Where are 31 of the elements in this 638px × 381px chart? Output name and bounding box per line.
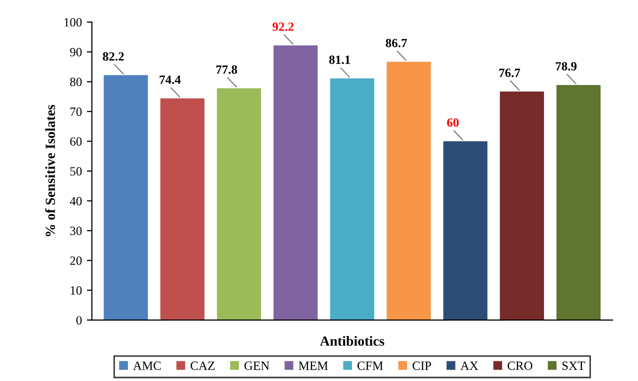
legend-label: CRO <box>508 362 532 370</box>
data-label: 60 <box>447 118 459 127</box>
legend-label: GEN <box>244 362 270 370</box>
data-label: 86.7 <box>386 38 407 48</box>
legend-label: MEM <box>298 362 328 370</box>
y-tick-label: 10 <box>70 286 82 295</box>
y-tick-label: 70 <box>70 108 82 116</box>
y-tick-label: 60 <box>70 137 82 146</box>
legend-label: AX <box>460 362 478 370</box>
data-label: 81.1 <box>329 56 350 64</box>
data-label: 74.4 <box>160 76 181 84</box>
y-tick-label: 90 <box>70 48 82 56</box>
legend-label: SXT <box>562 362 585 370</box>
data-label: 92.2 <box>272 22 294 31</box>
y-tick-label: 30 <box>70 226 82 236</box>
legend-label: CAZ <box>190 362 214 370</box>
legend-label: AMC <box>133 362 161 370</box>
y-tick-label: 0 <box>76 316 82 324</box>
data-label: 78.9 <box>556 62 577 71</box>
data-label: 76.7 <box>499 68 520 78</box>
data-label: 82.2 <box>102 52 124 61</box>
data-label: 77.8 <box>216 65 238 74</box>
y-tick-label: 40 <box>70 196 82 206</box>
x-axis-title: Antibiotics <box>320 336 384 346</box>
y-tick-label: 50 <box>70 167 82 176</box>
y-axis-title: % of Sensitive Isolates <box>45 104 56 236</box>
legend-label: CFM <box>357 362 383 370</box>
y-tick-label: 20 <box>70 256 82 265</box>
y-tick-label: 80 <box>70 78 82 86</box>
y-tick-label: 100 <box>64 18 82 27</box>
legend-label: CIP <box>412 362 432 370</box>
